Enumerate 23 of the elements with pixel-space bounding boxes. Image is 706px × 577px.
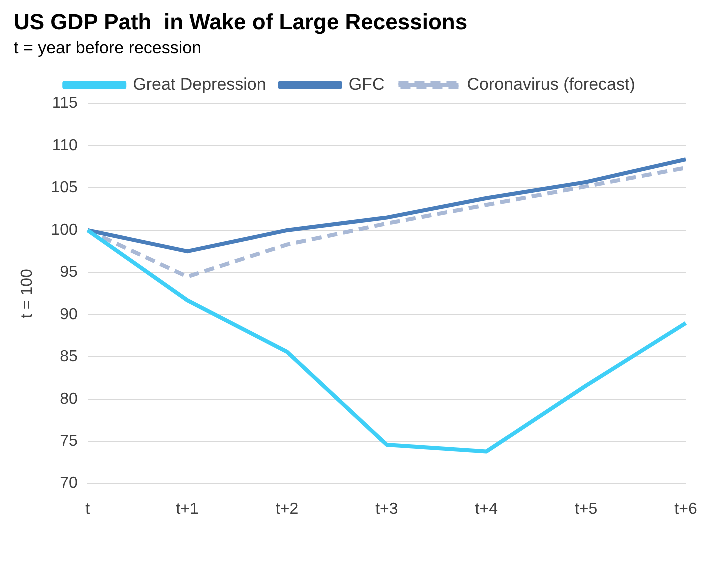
x-tick-label: t+4 <box>475 500 498 518</box>
y-tick-label: 115 <box>52 95 78 112</box>
y-tick-label: 85 <box>60 348 78 366</box>
x-tick-label: t+5 <box>574 500 598 518</box>
y-tick-label: 100 <box>51 222 78 239</box>
y-tick-label: 90 <box>60 306 78 324</box>
legend-label: GFC <box>348 74 385 94</box>
y-tick-label: 105 <box>51 180 78 197</box>
y-tick-label: 95 <box>60 264 78 282</box>
x-tick-label: t+2 <box>276 500 299 518</box>
y-tick-label: 70 <box>60 475 78 492</box>
y-tick-label: 80 <box>60 390 78 408</box>
x-tick-label: t+3 <box>376 500 398 518</box>
chart-subtitle: t = year before recession <box>14 38 202 58</box>
legend-label: Coronavirus (forecast) <box>467 74 636 94</box>
x-tick-label: t <box>86 500 91 518</box>
y-tick-label: 110 <box>52 137 78 154</box>
legend-label: Great Depression <box>133 74 266 94</box>
chart-title: US GDP Path in Wake of Large Recessions <box>14 9 468 34</box>
x-tick-label: t+1 <box>176 500 200 518</box>
x-tick-label: t+6 <box>674 500 698 518</box>
y-axis-title: t = 100 <box>19 269 36 318</box>
y-tick-label: 75 <box>60 432 78 450</box>
